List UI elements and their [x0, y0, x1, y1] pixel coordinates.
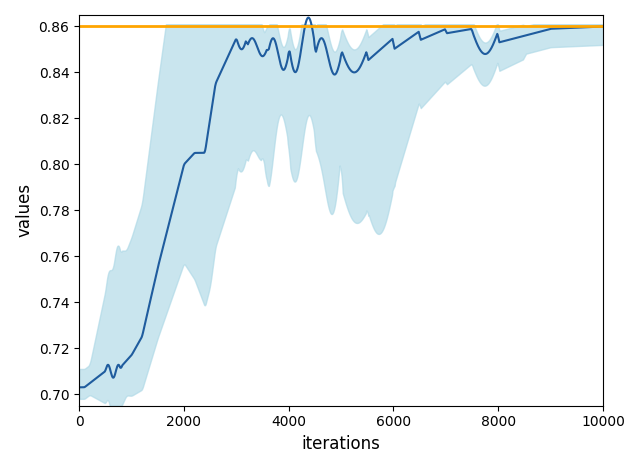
Y-axis label: values: values: [15, 183, 33, 237]
X-axis label: iterations: iterations: [301, 435, 381, 453]
